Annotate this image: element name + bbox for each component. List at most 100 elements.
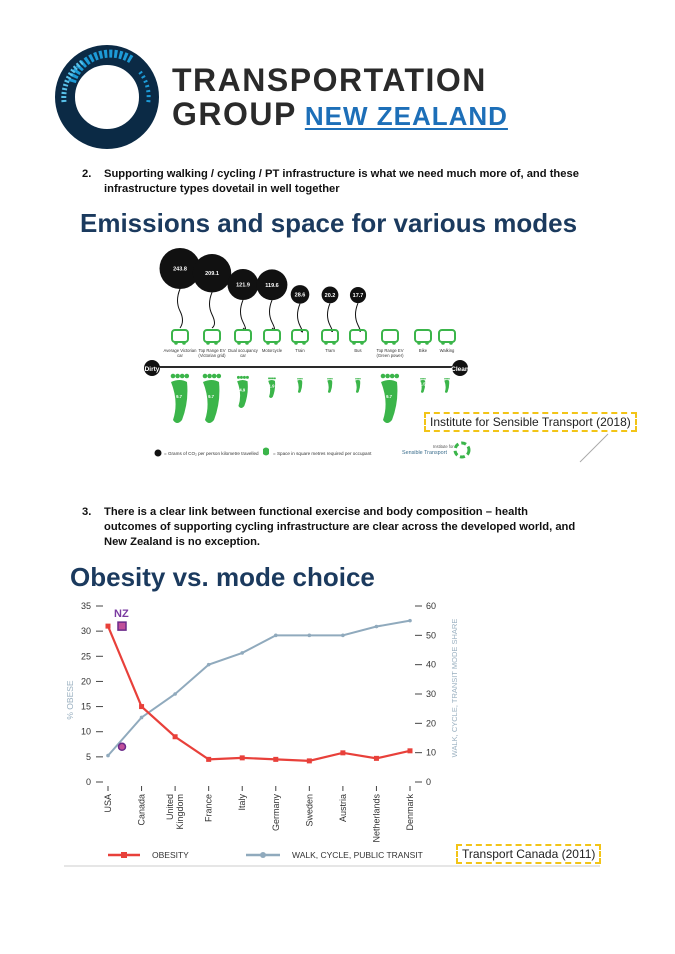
vehicle-wheel <box>384 341 388 345</box>
footprint-toe <box>273 377 276 380</box>
transit-point <box>206 662 211 667</box>
footprint-toe <box>207 373 212 379</box>
vehicle-wheel <box>332 341 336 345</box>
emissions-source-badge: Institute for Sensible Transport (2018) <box>424 412 637 432</box>
footprint <box>327 378 333 393</box>
x-tick-label-group: Italy <box>237 794 247 811</box>
vehicle-wheel <box>274 341 278 345</box>
vehicle-icon <box>203 329 221 345</box>
footprint-toe <box>380 373 386 379</box>
x-tick-label: USA <box>103 794 113 813</box>
footprint-toe <box>245 375 249 379</box>
transit-point <box>374 624 379 629</box>
space-value: 9.7 <box>176 394 182 399</box>
legend-obesity-text: OBESITY <box>152 850 189 860</box>
balloon-body <box>159 248 201 289</box>
vehicle-wheel <box>449 341 453 345</box>
obesity-point <box>306 758 312 764</box>
transit-point <box>106 753 110 758</box>
co2-balloon: 20.2 <box>321 286 339 333</box>
footprint-toes <box>327 378 333 380</box>
footprint-toes <box>236 375 249 379</box>
legend-transit-marker <box>260 852 266 858</box>
x-tick-label-group: Austria <box>338 794 348 822</box>
footprint-toes <box>380 373 400 379</box>
obesity-point <box>206 756 212 762</box>
vehicle-body <box>263 329 281 343</box>
footprint-toe <box>268 377 271 380</box>
co2-value: 209.1 <box>205 271 219 277</box>
point-number: 2. <box>82 168 92 180</box>
transit-point <box>408 618 412 623</box>
footprint-sole <box>381 380 398 423</box>
vehicle-wheel <box>324 341 328 345</box>
footprint-toes <box>297 378 303 380</box>
footprint-toe <box>424 378 426 380</box>
footprint-toe <box>421 378 423 380</box>
x-tick-label-group: USA <box>103 794 113 813</box>
co2-value: 121.9 <box>236 283 250 289</box>
co2-balloon: 209.1 <box>192 253 232 329</box>
nz-obesity-marker <box>117 621 127 631</box>
left-tick-label: 25 <box>81 651 91 661</box>
footprint <box>444 378 450 393</box>
brand-title-line1: TRANSPORTATION <box>172 62 487 98</box>
footprint-sole <box>237 380 248 408</box>
footprint-toe <box>184 373 190 379</box>
emissions-title: Emissions and space for various modes <box>80 208 578 238</box>
footprint-toe <box>357 378 360 380</box>
footprint-toe <box>270 377 272 380</box>
balloon-string <box>269 300 275 330</box>
footprint-toe <box>298 378 300 380</box>
x-tick-label-group: Canada <box>137 794 147 826</box>
legend-obesity-marker <box>121 852 127 858</box>
vehicle-wheel <box>174 341 178 345</box>
left-tick-label: 20 <box>81 676 91 686</box>
footprint-toe <box>394 373 400 379</box>
vehicle-wheel <box>214 341 218 345</box>
obesity-title: Obesity vs. mode choice <box>70 562 375 592</box>
space-legend-text: = Space in square metres required per oc… <box>273 451 372 456</box>
point-text: There is a clear link between functional… <box>104 506 576 548</box>
footprint-sole <box>444 380 450 393</box>
space-value: 4.9 <box>239 388 245 393</box>
footprint-sole <box>355 380 361 393</box>
point-text: Supporting walking / cycling / PT infras… <box>104 168 579 195</box>
vehicle-body <box>171 329 189 343</box>
footprint-toe <box>359 378 361 380</box>
brand-group-text: GROUP <box>172 96 297 132</box>
balloon-body <box>321 286 339 304</box>
balloon-string <box>209 292 215 329</box>
mode-label: Tram <box>325 348 335 353</box>
transit-point <box>173 692 177 696</box>
vehicle-body <box>321 329 339 343</box>
balloon-string <box>355 302 361 332</box>
vehicle-wheel <box>425 341 429 345</box>
vehicle-icon <box>263 329 281 345</box>
balloon-string <box>177 288 183 329</box>
x-tick-label: Austria <box>338 794 348 822</box>
footprint-toe <box>420 378 422 380</box>
balloon-string <box>240 299 246 330</box>
dirty-label: Dirty <box>145 366 160 373</box>
footprint <box>297 378 303 393</box>
left-tick-label: 10 <box>81 727 91 737</box>
mode-label: Bike <box>419 348 428 353</box>
footprint: 9.7 <box>202 373 222 423</box>
footprint-toe <box>329 378 332 380</box>
footprint-toe <box>444 378 446 380</box>
brand-nz-link[interactable]: NEW ZEALAND <box>304 101 508 131</box>
vehicle-body <box>381 329 399 343</box>
footprint-toe <box>448 378 450 380</box>
footprint-toes <box>420 378 426 380</box>
vehicle-icon <box>291 329 309 345</box>
right-tick-label: 50 <box>426 630 436 640</box>
left-tick-label: 30 <box>81 626 91 636</box>
footprint-toe <box>385 373 390 379</box>
footprint-sole <box>268 380 276 399</box>
mode-label: Top Range EV (Victorian grid) <box>198 348 226 358</box>
left-axis-label: % OBESE <box>65 680 75 720</box>
footprint: 9.7 <box>170 373 190 423</box>
balloon-body <box>290 285 310 304</box>
vehicle-wheel <box>245 341 249 345</box>
